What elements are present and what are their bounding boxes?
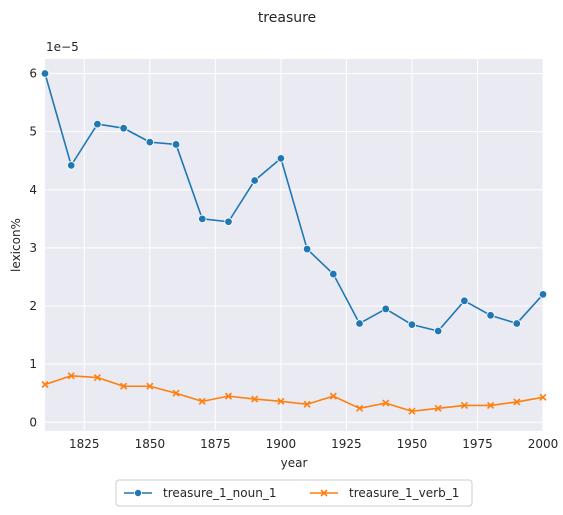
x-axis-label: year [281, 456, 308, 470]
data-point [198, 397, 206, 405]
y-tick-label: 2 [29, 299, 37, 313]
data-point [487, 401, 495, 409]
x-tick-label: 1950 [397, 437, 428, 451]
series-line [44, 374, 544, 413]
data-point [145, 137, 155, 147]
x-tick-labels: 1825 1850 1875 1900 1925 1950 1975 2000 [69, 437, 558, 451]
x-tick-label: 1850 [135, 437, 166, 451]
data-point [355, 404, 364, 412]
data-point [408, 407, 416, 415]
series-treasure_1_verb_1 [41, 372, 547, 415]
series-layer [40, 69, 548, 415]
y-tick-label: 0 [29, 415, 37, 429]
data-point [329, 269, 338, 279]
series-treasure_1_noun_1 [40, 69, 548, 336]
data-point [513, 398, 521, 406]
data-point [460, 401, 468, 409]
x-tick-label: 1975 [462, 437, 493, 451]
data-point [93, 373, 101, 382]
data-point [512, 319, 521, 328]
data-point [302, 244, 312, 254]
y-tick-label: 4 [29, 183, 37, 197]
data-point [146, 382, 154, 390]
plot-area [45, 59, 543, 431]
data-point [67, 161, 76, 170]
y-tick-label: 6 [29, 67, 37, 81]
y-tick-label: 1 [29, 357, 37, 371]
x-tick-label: 1875 [200, 437, 231, 451]
y-offset-label: 1e−5 [46, 40, 79, 54]
data-point [381, 304, 390, 314]
chart-title: treasure [258, 10, 316, 26]
data-point [407, 320, 417, 329]
data-point [329, 392, 337, 400]
data-point [538, 290, 548, 299]
data-point [276, 154, 286, 163]
legend-marker-verb [320, 489, 328, 497]
data-point [119, 123, 128, 133]
series-line [44, 73, 544, 332]
data-point [172, 389, 180, 397]
grid-lines [45, 59, 544, 431]
legend-label-verb: treasure_1_verb_1 [349, 486, 459, 500]
data-point [40, 69, 50, 78]
y-tick-labels: 0 1 2 3 4 5 6 [29, 67, 37, 430]
data-point [460, 296, 469, 305]
legend: treasure_1_noun_1 treasure_1_verb_1 [115, 479, 473, 507]
data-point [303, 400, 311, 408]
data-point [198, 214, 207, 224]
legend-box [115, 479, 473, 507]
y-axis-label: lexicon% [9, 218, 23, 272]
x-tick-label: 2000 [528, 437, 559, 451]
x-tick-label: 1900 [266, 437, 297, 451]
x-tick-label: 1825 [69, 437, 100, 451]
data-point [486, 311, 495, 320]
data-point [382, 399, 390, 407]
legend-label-noun: treasure_1_noun_1 [163, 486, 276, 500]
data-point [93, 119, 102, 129]
legend-marker-noun [133, 488, 142, 497]
data-point [224, 217, 233, 226]
data-point [250, 176, 259, 185]
data-point [67, 372, 75, 380]
data-point [539, 393, 547, 401]
data-point [433, 326, 443, 336]
data-point [277, 397, 285, 405]
data-point [171, 140, 181, 149]
data-point [41, 380, 49, 389]
data-point [434, 404, 442, 412]
y-tick-label: 5 [29, 125, 37, 139]
data-point [224, 392, 233, 400]
data-point [120, 382, 128, 390]
x-tick-label: 1925 [331, 437, 362, 451]
y-tick-label: 3 [29, 241, 37, 255]
data-point [355, 319, 364, 328]
data-point [251, 395, 259, 403]
